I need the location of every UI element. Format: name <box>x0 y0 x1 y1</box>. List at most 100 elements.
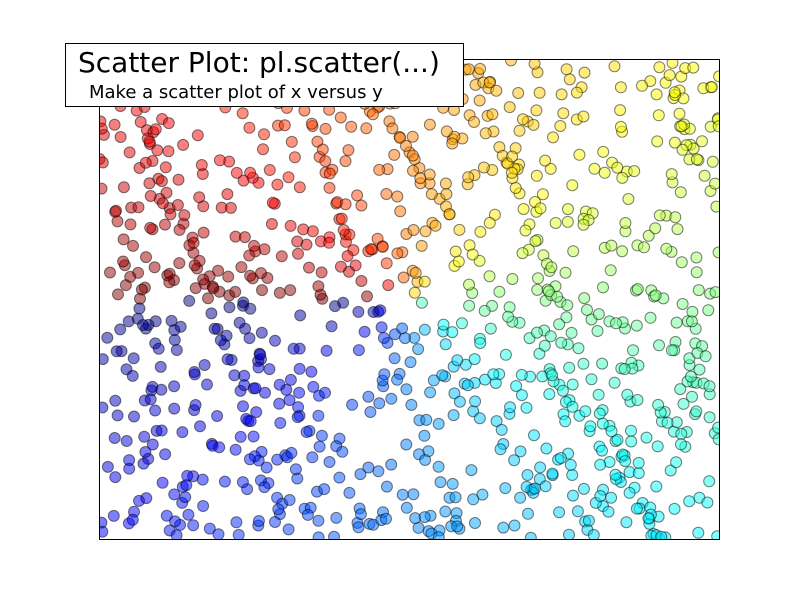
scatter-point <box>563 73 576 86</box>
scatter-point <box>631 394 644 406</box>
scatter-point <box>556 384 569 397</box>
scatter-point <box>582 514 595 527</box>
scatter-point <box>260 461 273 474</box>
scatter-point <box>687 61 700 74</box>
scatter-point <box>178 209 191 222</box>
scatter-point <box>330 511 343 524</box>
scatter-point <box>684 370 697 383</box>
scatter-point <box>191 129 204 142</box>
scatter-point <box>463 299 476 312</box>
scatter-point <box>620 516 633 529</box>
scatter-point <box>288 151 301 164</box>
scatter-point <box>701 496 714 509</box>
scatter-point <box>400 438 413 451</box>
scatter-point <box>346 398 359 411</box>
scatter-point <box>625 424 637 437</box>
scatter-point <box>159 218 171 231</box>
scatter-point <box>619 455 632 468</box>
scatter-point <box>109 471 122 484</box>
scatter-point <box>439 338 452 351</box>
scatter-point <box>143 177 156 190</box>
scatter-point <box>212 264 225 277</box>
scatter-point <box>664 464 677 477</box>
scatter-point <box>213 154 226 167</box>
scatter-point <box>164 208 177 221</box>
scatter-point <box>611 161 624 174</box>
scatter-point <box>611 433 624 446</box>
scatter-point <box>484 322 497 335</box>
scatter-point <box>591 325 604 337</box>
scatter-point <box>99 525 109 538</box>
scatter-point <box>156 197 169 210</box>
scatter-point <box>514 445 527 458</box>
scatter-point <box>207 282 220 295</box>
scatter-point <box>257 143 269 156</box>
scatter-point <box>502 310 515 323</box>
scatter-point <box>469 395 482 408</box>
scatter-point <box>625 435 638 448</box>
scatter-point <box>154 360 167 373</box>
scatter-point <box>179 491 192 504</box>
scatter-point <box>275 250 288 263</box>
scatter-point <box>425 188 438 201</box>
scatter-point <box>419 454 432 466</box>
scatter-point <box>156 476 169 489</box>
scatter-point <box>418 323 431 336</box>
scatter-point <box>544 162 557 175</box>
scatter-point <box>284 219 297 232</box>
scatter-point <box>155 383 168 396</box>
scatter-point <box>499 348 512 361</box>
scatter-point <box>644 311 657 324</box>
scatter-point <box>198 359 211 371</box>
scatter-point <box>146 438 159 451</box>
scatter-point <box>451 354 464 367</box>
scatter-point <box>505 59 517 67</box>
scatter-point <box>124 218 137 231</box>
scatter-point <box>675 427 688 440</box>
scatter-point <box>188 259 201 272</box>
scatter-point <box>101 460 114 473</box>
scatter-point <box>354 468 367 481</box>
scatter-point <box>487 368 500 381</box>
scatter-point <box>709 286 720 299</box>
scatter-point <box>291 411 304 424</box>
scatter-point <box>360 122 373 135</box>
scatter-point <box>572 342 585 355</box>
scatter-point <box>117 233 130 246</box>
scatter-point <box>468 353 481 366</box>
scatter-point <box>565 326 578 339</box>
chart-subtitle: Make a scatter plot of x versus y <box>89 82 383 103</box>
scatter-point <box>107 509 120 522</box>
scatter-point <box>627 344 639 357</box>
scatter-point <box>649 289 662 302</box>
scatter-point <box>291 235 304 248</box>
scatter-point <box>232 528 245 540</box>
scatter-point <box>638 241 650 254</box>
scatter-point <box>424 386 437 399</box>
scatter-point <box>473 94 486 107</box>
scatter-point <box>408 286 421 299</box>
scatter-point <box>570 86 583 99</box>
scatter-point <box>630 502 643 515</box>
scatter-point <box>173 223 186 236</box>
scatter-point <box>137 319 149 331</box>
scatter-point <box>391 373 404 386</box>
scatter-point <box>320 344 333 357</box>
scatter-point <box>418 275 431 288</box>
scatter-point <box>238 379 251 392</box>
scatter-point <box>173 257 186 270</box>
scatter-point <box>127 352 140 365</box>
scatter-point <box>104 266 116 279</box>
scatter-point <box>223 301 236 314</box>
scatter-point <box>149 123 162 136</box>
scatter-point <box>652 109 665 122</box>
scatter-point <box>238 231 251 244</box>
scatter-point <box>99 156 109 169</box>
scatter-point <box>318 483 331 496</box>
scatter-point <box>559 415 572 428</box>
scatter-point <box>642 512 655 525</box>
scatter-point <box>462 63 475 76</box>
scatter-point <box>652 398 665 411</box>
scatter-point <box>273 286 286 299</box>
scatter-point <box>614 104 627 117</box>
